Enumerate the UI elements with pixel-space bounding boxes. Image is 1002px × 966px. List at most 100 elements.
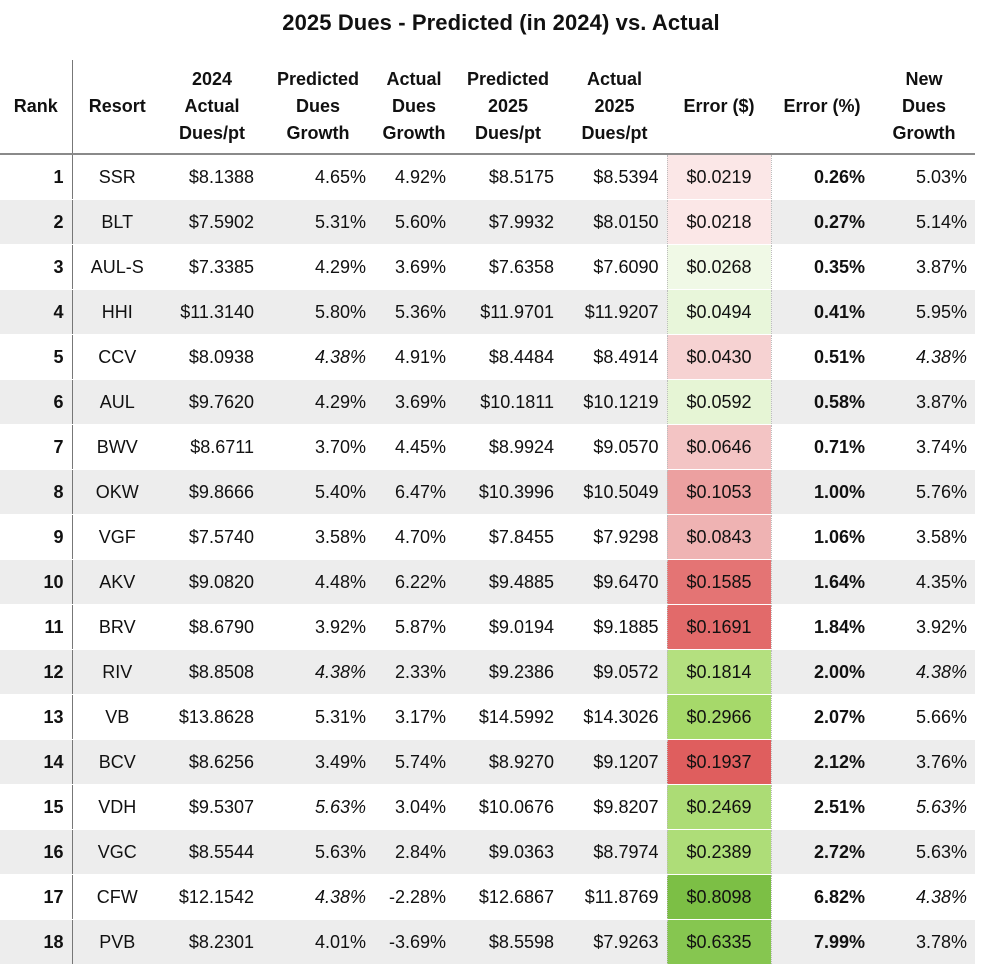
actual-2025-cell: $9.6470: [562, 559, 667, 605]
table-row: 13 VB $13.8628 5.31% 3.17% $14.5992 $14.3026 $0…: [0, 694, 975, 740]
header-resort: Resort: [72, 60, 162, 155]
dues-table: Rank Resort 2024 Actual Dues/pt Predicted D…: [0, 60, 975, 965]
header-error-percent: Error (%): [771, 60, 873, 155]
error-dollar-cell: $0.0646: [666, 424, 772, 470]
actual-growth-cell: 3.69%: [374, 244, 454, 290]
error-percent-cell: 1.00%: [771, 469, 873, 515]
actual-2024-cell: $8.6256: [162, 739, 262, 785]
new-growth-cell: 4.38%: [873, 874, 975, 920]
resort-cell: AUL-S: [72, 244, 162, 290]
table-row: 4 HHI $11.3140 5.80% 5.36% $11.9701 $11.9207 $0…: [0, 289, 975, 335]
actual-growth-cell: 6.47%: [374, 469, 454, 515]
table-row: 18 PVB $8.2301 4.01% -3.69% $8.5598 $7.9263 $0.…: [0, 919, 975, 965]
rank-cell: 9: [0, 514, 73, 560]
actual-growth-cell: 4.70%: [374, 514, 454, 560]
actual-2025-cell: $9.0570: [562, 424, 667, 470]
table-row: 10 AKV $9.0820 4.48% 6.22% $9.4885 $9.6470 $0.1…: [0, 559, 975, 605]
error-dollar-cell: $0.0219: [666, 154, 772, 200]
header-row: Rank Resort 2024 Actual Dues/pt Predicted D…: [0, 60, 975, 155]
error-dollar-cell: $0.2966: [666, 694, 772, 740]
header-line: Predicted: [466, 69, 550, 89]
predicted-2025-cell: $8.4484: [454, 334, 562, 380]
predicted-growth-cell: 5.40%: [262, 469, 374, 515]
predicted-growth-cell: 3.49%: [262, 739, 374, 785]
header-line: Growth: [382, 123, 446, 143]
error-dollar-cell: $0.0218: [666, 199, 772, 245]
rank-cell: 3: [0, 244, 73, 290]
header-new-growth: New Dues Growth: [873, 60, 975, 155]
error-percent-cell: 0.35%: [771, 244, 873, 290]
rank-cell: 18: [0, 919, 73, 965]
actual-2025-cell: $14.3026: [562, 694, 667, 740]
new-growth-cell: 4.35%: [873, 559, 975, 605]
rank-cell: 16: [0, 829, 73, 875]
error-percent-cell: 0.26%: [771, 154, 873, 200]
header-line: Dues/pt: [581, 123, 648, 143]
actual-2024-cell: $7.3385: [162, 244, 262, 290]
new-growth-cell: 4.38%: [873, 649, 975, 695]
error-percent-cell: 0.58%: [771, 379, 873, 425]
actual-growth-cell: 4.45%: [374, 424, 454, 470]
header-line: Growth: [286, 123, 350, 143]
header-line: 2024: [191, 69, 233, 89]
new-growth-cell: 3.74%: [873, 424, 975, 470]
table-row: 14 BCV $8.6256 3.49% 5.74% $8.9270 $9.1207 $0.1…: [0, 739, 975, 785]
actual-2025-cell: $8.0150: [562, 199, 667, 245]
predicted-growth-cell: 4.29%: [262, 379, 374, 425]
predicted-growth-cell: 3.58%: [262, 514, 374, 560]
actual-2024-cell: $9.0820: [162, 559, 262, 605]
actual-2024-cell: $8.2301: [162, 919, 262, 965]
resort-cell: AUL: [72, 379, 162, 425]
predicted-2025-cell: $7.8455: [454, 514, 562, 560]
resort-cell: BLT: [72, 199, 162, 245]
predicted-growth-cell: 4.65%: [262, 154, 374, 200]
resort-cell: BRV: [72, 604, 162, 650]
new-growth-cell: 3.87%: [873, 379, 975, 425]
rank-cell: 5: [0, 334, 73, 380]
actual-growth-cell: 5.36%: [374, 289, 454, 335]
predicted-growth-cell: 5.31%: [262, 694, 374, 740]
header-line: Growth: [892, 123, 956, 143]
resort-cell: AKV: [72, 559, 162, 605]
predicted-growth-cell: 4.38%: [262, 649, 374, 695]
actual-2025-cell: $7.6090: [562, 244, 667, 290]
table-row: 6 AUL $9.7620 4.29% 3.69% $10.1811 $10.1219 $0.…: [0, 379, 975, 425]
actual-2024-cell: $8.0938: [162, 334, 262, 380]
predicted-2025-cell: $8.9270: [454, 739, 562, 785]
error-percent-cell: 2.51%: [771, 784, 873, 830]
predicted-growth-cell: 4.01%: [262, 919, 374, 965]
error-percent-cell: 7.99%: [771, 919, 873, 965]
resort-cell: HHI: [72, 289, 162, 335]
resort-cell: CCV: [72, 334, 162, 380]
new-growth-cell: 4.38%: [873, 334, 975, 380]
predicted-growth-cell: 5.31%: [262, 199, 374, 245]
error-dollar-cell: $0.0494: [666, 289, 772, 335]
actual-2024-cell: $9.7620: [162, 379, 262, 425]
header-line: 2025: [487, 96, 529, 116]
rank-cell: 11: [0, 604, 73, 650]
header-line: Dues: [295, 96, 340, 116]
header-line: Dues/pt: [474, 123, 541, 143]
rank-cell: 1: [0, 154, 73, 200]
error-dollar-cell: $0.0268: [666, 244, 772, 290]
header-line: 2025: [594, 96, 635, 116]
predicted-2025-cell: $12.6867: [454, 874, 562, 920]
actual-2024-cell: $8.1388: [162, 154, 262, 200]
error-percent-cell: 2.72%: [771, 829, 873, 875]
new-growth-cell: 5.63%: [873, 784, 975, 830]
predicted-2025-cell: $8.9924: [454, 424, 562, 470]
header-rank: Rank: [0, 60, 73, 155]
error-dollar-cell: $0.0430: [666, 334, 772, 380]
actual-2025-cell: $9.8207: [562, 784, 667, 830]
actual-2025-cell: $10.1219: [562, 379, 667, 425]
actual-growth-cell: 5.87%: [374, 604, 454, 650]
table-row: 12 RIV $8.8508 4.38% 2.33% $9.2386 $9.0572 $0.1…: [0, 649, 975, 695]
error-dollar-cell: $0.1585: [666, 559, 772, 605]
predicted-growth-cell: 3.70%: [262, 424, 374, 470]
predicted-2025-cell: $7.9932: [454, 199, 562, 245]
actual-2024-cell: $11.3140: [162, 289, 262, 335]
resort-cell: BCV: [72, 739, 162, 785]
new-growth-cell: 5.14%: [873, 199, 975, 245]
new-growth-cell: 3.76%: [873, 739, 975, 785]
rank-cell: 4: [0, 289, 73, 335]
